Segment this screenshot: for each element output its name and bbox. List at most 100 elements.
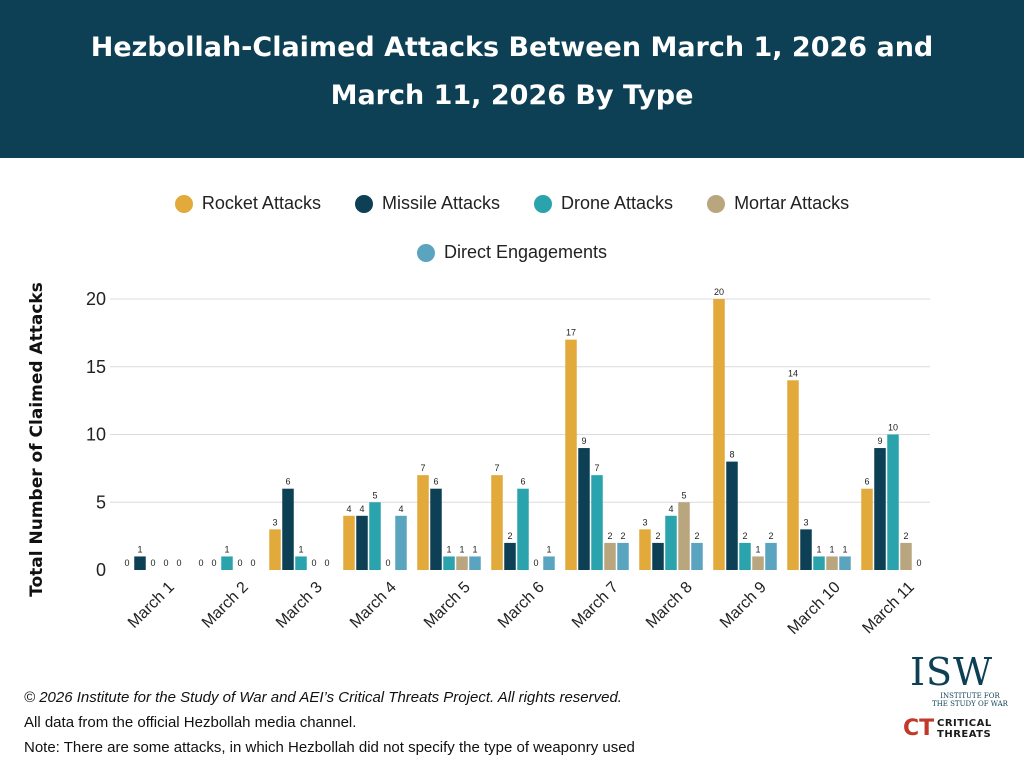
- bar-drone-attacks: [665, 515, 677, 570]
- isw-logo-subtitle: INSTITUTE FOR THE STUDY OF WAR: [932, 692, 1008, 708]
- legend-item-mortar: Mortar Attacks: [707, 193, 849, 214]
- isw-logo: ISW INSTITUTE FOR THE STUDY OF WAR: [900, 650, 1008, 712]
- weaponry-note: Note: There are some attacks, in which H…: [24, 739, 635, 756]
- x-tick-label: March 4: [347, 579, 400, 632]
- legend-row-2: Direct Engagements: [0, 242, 1024, 263]
- bar-value-label: 5: [372, 490, 377, 500]
- bar-value-label: 6: [433, 477, 438, 487]
- legend-label-direct: Direct Engagements: [443, 242, 608, 262]
- bar-rocket-attacks: [491, 475, 503, 570]
- bar-value-label: 1: [446, 544, 451, 554]
- copyright-notice: © 2026 Institute for the Study of War an…: [24, 689, 622, 706]
- x-tick-label: March 8: [643, 579, 696, 632]
- bar-mortar-attacks: [678, 502, 690, 570]
- bar-direct-engagements: [839, 556, 851, 570]
- bar-value-label: 0: [533, 558, 538, 568]
- legend-label-drone: Drone Attacks: [561, 193, 674, 213]
- bar-value-label: 8: [729, 450, 734, 460]
- legend-item-missile: Missile Attacks: [354, 193, 500, 214]
- bar-value-label: 2: [620, 531, 625, 541]
- bar-missile-attacks: [282, 488, 294, 570]
- bar-value-label: 4: [359, 504, 364, 514]
- x-tick-label: March 5: [421, 579, 474, 632]
- bar-value-label: 1: [472, 544, 477, 554]
- x-tick-label: March 9: [717, 579, 770, 632]
- bar-value-label: 9: [877, 436, 882, 446]
- y-tick-label: 5: [96, 492, 106, 512]
- legend-label-missile: Missile Attacks: [381, 193, 500, 213]
- bar-value-label: 7: [420, 463, 425, 473]
- bar-drone-attacks: [443, 556, 455, 570]
- missile-legend-swatch: [354, 194, 373, 213]
- bar-value-label: 2: [903, 531, 908, 541]
- bar-value-label: 2: [655, 531, 660, 541]
- bar-value-label: 2: [507, 531, 512, 541]
- y-axis-label: Total Number of Claimed Attacks: [27, 282, 47, 597]
- bar-value-label: 10: [888, 423, 898, 433]
- bar-value-label: 1: [298, 544, 303, 554]
- bar-rocket-attacks: [787, 380, 799, 570]
- bar-value-label: 3: [642, 517, 647, 527]
- x-tick-label: March 10: [785, 579, 844, 638]
- y-tick-label: 0: [96, 560, 106, 580]
- bar-value-label: 1: [137, 544, 142, 554]
- bar-drone-attacks: [369, 502, 381, 570]
- bar-value-label: 0: [311, 558, 316, 568]
- x-tick-label: March 1: [125, 579, 178, 632]
- bar-value-label: 3: [803, 517, 808, 527]
- bar-value-label: 4: [398, 504, 403, 514]
- y-tick-label: 10: [86, 425, 106, 445]
- bar-value-label: 7: [494, 463, 499, 473]
- bar-drone-attacks: [221, 556, 233, 570]
- isw-logo-letters: ISW: [910, 650, 994, 694]
- legend-label-mortar: Mortar Attacks: [734, 193, 850, 213]
- bar-drone-attacks: [813, 556, 825, 570]
- bar-direct-engagements: [765, 542, 777, 570]
- bar-value-label: 1: [842, 544, 847, 554]
- bar-value-label: 0: [124, 558, 129, 568]
- critical-threats-logo: CT CRITICAL THREATS: [903, 716, 1011, 746]
- bar-mortar-attacks: [456, 556, 468, 570]
- legend-item-drone: Drone Attacks: [534, 193, 673, 214]
- bar-value-label: 2: [607, 531, 612, 541]
- bar-value-label: 9: [581, 436, 586, 446]
- bar-value-label: 0: [211, 558, 216, 568]
- drone-legend-swatch: [534, 194, 552, 213]
- bar-value-label: 0: [250, 558, 255, 568]
- bar-missile-attacks: [652, 542, 664, 570]
- bar-drone-attacks: [295, 556, 307, 570]
- bar-mortar-attacks: [900, 542, 912, 570]
- bar-value-label: 6: [864, 477, 869, 487]
- bar-value-label: 1: [546, 544, 551, 554]
- bar-value-label: 7: [594, 463, 599, 473]
- chart-title-line-1: Hezbollah-Claimed Attacks Between March …: [90, 32, 934, 63]
- bar-value-label: 1: [459, 544, 464, 554]
- bar-missile-attacks: [430, 488, 442, 570]
- bar-value-label: 4: [668, 504, 673, 514]
- bar-direct-engagements: [469, 556, 481, 570]
- bar-rocket-attacks: [343, 515, 355, 570]
- bar-value-label: 0: [237, 558, 242, 568]
- bar-rocket-attacks: [417, 475, 429, 570]
- header-banner: Hezbollah-Claimed Attacks Between March …: [0, 0, 1024, 158]
- bar-value-label: 6: [520, 477, 525, 487]
- bar-rocket-attacks: [713, 299, 725, 570]
- bar-drone-attacks: [739, 542, 751, 570]
- bar-rocket-attacks: [861, 488, 873, 570]
- y-tick-label: 15: [86, 357, 106, 377]
- bar-value-label: 0: [150, 558, 155, 568]
- bar-mortar-attacks: [752, 556, 764, 570]
- legend-row-1: Rocket Attacks Missile Attacks Drone Att…: [0, 193, 1024, 214]
- x-tick-label: March 7: [569, 579, 622, 632]
- bar-missile-attacks: [874, 448, 886, 570]
- bar-missile-attacks: [578, 448, 590, 570]
- bar-direct-engagements: [543, 556, 555, 570]
- bar-direct-engagements: [691, 542, 703, 570]
- bar-value-label: 6: [285, 477, 290, 487]
- x-tick-label: March 6: [495, 579, 548, 632]
- bar-direct-engagements: [617, 542, 629, 570]
- bar-value-label: 2: [742, 531, 747, 541]
- bar-direct-engagements: [395, 515, 407, 570]
- mortar-legend-swatch: [707, 194, 726, 213]
